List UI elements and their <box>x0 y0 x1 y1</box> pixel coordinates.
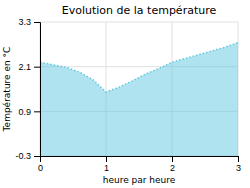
plot: 0 1 2 3 -0.3 0.9 2.1 3.3 <box>15 17 241 173</box>
tick: 0.9 <box>18 107 40 117</box>
axis-line <box>41 157 239 163</box>
tick-mark <box>34 111 40 112</box>
y-axis-title: Température en °C <box>2 47 12 133</box>
grid-line <box>40 22 238 23</box>
tick: -0.3 <box>15 151 40 161</box>
tick-mark <box>34 67 40 68</box>
tick: 0 <box>38 156 43 173</box>
tick-mark <box>106 156 107 162</box>
y-axis: -0.3 0.9 2.1 3.3 <box>15 17 40 161</box>
tick-mark <box>34 156 40 157</box>
tick-mark <box>238 156 239 162</box>
tick-mark <box>172 156 173 162</box>
tick-label: 0.9 <box>18 107 31 117</box>
tick-label: 3.3 <box>18 17 31 27</box>
line <box>40 42 238 92</box>
tick: 2 <box>170 156 175 173</box>
tick-label: -0.3 <box>15 151 31 161</box>
chart: 0 1 2 3 -0.3 0.9 2.1 3.3 Evolution de la tempéra… <box>0 0 250 188</box>
x-axis: 0 1 2 3 <box>38 156 241 173</box>
tick-label: 0 <box>38 163 43 173</box>
tick: 3.3 <box>18 17 40 27</box>
tick-label: 1 <box>104 163 109 173</box>
x-axis-title: heure par heure <box>103 175 176 185</box>
tick-label: 3 <box>236 163 241 173</box>
title: Evolution de la température <box>62 4 217 17</box>
tick: 3 <box>236 156 241 173</box>
tick: 1 <box>104 156 109 173</box>
tick-label: 2 <box>170 163 175 173</box>
marks <box>40 42 238 156</box>
tick-label: 2.1 <box>18 62 31 72</box>
area <box>40 42 238 156</box>
axis-line <box>34 23 41 157</box>
tick-mark <box>34 22 40 23</box>
grid <box>40 22 238 156</box>
tick: 2.1 <box>18 62 40 72</box>
